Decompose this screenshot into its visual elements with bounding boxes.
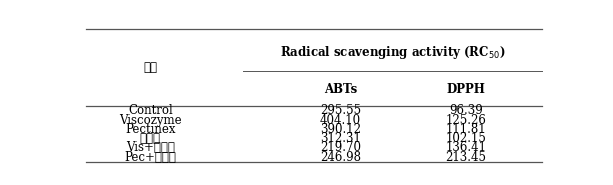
Text: Viscozyme: Viscozyme (119, 114, 181, 127)
Text: DPPH: DPPH (447, 83, 485, 96)
Text: 96.39: 96.39 (449, 104, 483, 117)
Text: 102.15: 102.15 (446, 132, 487, 145)
Text: 390.12: 390.12 (320, 123, 361, 136)
Text: 125.26: 125.26 (446, 114, 487, 127)
Text: Control: Control (128, 104, 173, 117)
Text: 136.41: 136.41 (446, 141, 487, 154)
Text: Radical scavenging activity (RC$_{50}$): Radical scavenging activity (RC$_{50}$) (280, 44, 505, 61)
Text: 213.45: 213.45 (446, 151, 487, 164)
Text: 219.70: 219.70 (320, 141, 361, 154)
Text: 295.55: 295.55 (320, 104, 361, 117)
Text: ABTs: ABTs (324, 83, 357, 96)
Text: 246.98: 246.98 (320, 151, 361, 164)
Text: Pec+초고압: Pec+초고압 (124, 151, 176, 164)
Text: 404.10: 404.10 (320, 114, 361, 127)
Text: 312.31: 312.31 (320, 132, 360, 145)
Text: 111.81: 111.81 (446, 123, 487, 136)
Text: Vis+초고압: Vis+초고압 (126, 141, 175, 154)
Text: 곰취: 곰취 (143, 61, 158, 74)
Text: 초고압: 초고압 (140, 132, 161, 145)
Text: Pectinex: Pectinex (125, 123, 175, 136)
